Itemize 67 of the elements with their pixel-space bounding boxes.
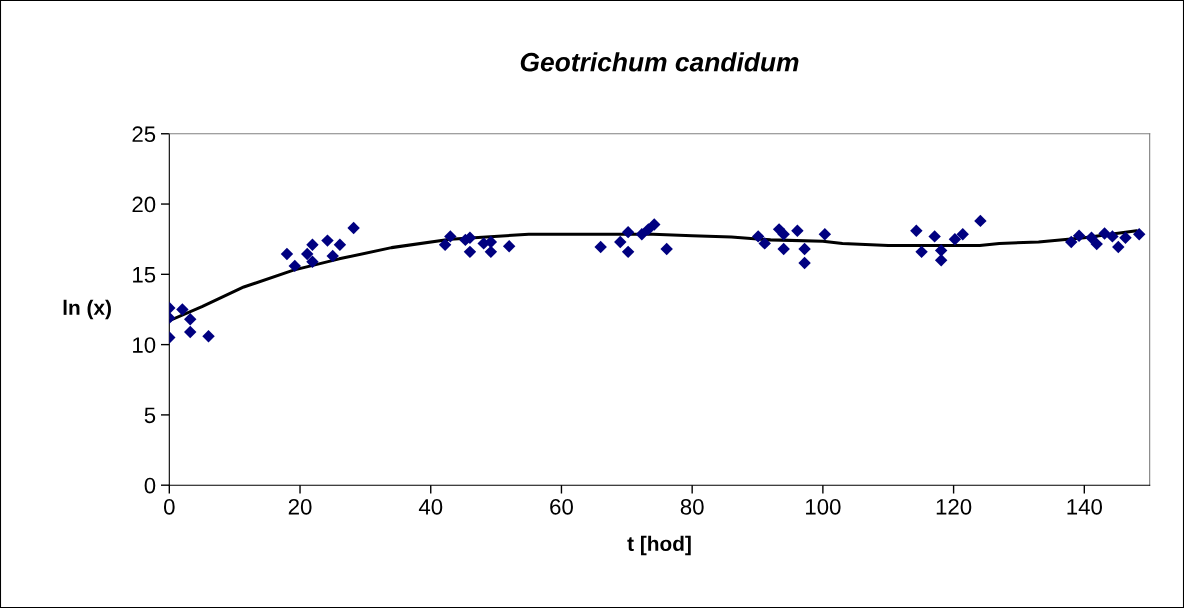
point [594, 240, 607, 254]
x-axis-title: t [hod] [627, 535, 691, 556]
point [798, 256, 811, 270]
point [791, 224, 804, 237]
point [288, 259, 302, 273]
point [614, 235, 627, 249]
point [326, 249, 339, 263]
point [974, 214, 987, 228]
point [176, 303, 189, 316]
point [915, 245, 928, 259]
point [321, 234, 334, 247]
x-tick-label: 120 [936, 498, 972, 515]
point [660, 242, 673, 256]
point [502, 240, 516, 253]
point [635, 228, 649, 241]
point [280, 247, 294, 261]
point [798, 242, 811, 256]
x-tick-label: 60 [550, 498, 573, 515]
point [1098, 227, 1111, 240]
point [444, 230, 457, 243]
point [956, 228, 969, 241]
y-tick-label: 15 [133, 267, 156, 283]
x-tick-label: 40 [418, 498, 443, 515]
point [621, 225, 635, 239]
point [934, 254, 948, 267]
point [648, 218, 661, 231]
y-tick-label: 0 [144, 477, 156, 494]
point [333, 238, 347, 252]
y-tick-label: 20 [132, 196, 156, 213]
y-axis-title: ln (x) [63, 299, 111, 320]
point [184, 325, 197, 339]
point [306, 255, 319, 268]
point [758, 237, 771, 250]
point [910, 224, 923, 237]
point [202, 329, 215, 343]
point [463, 245, 477, 259]
point [306, 238, 319, 252]
point [934, 244, 948, 257]
point [484, 235, 498, 249]
point [1119, 231, 1132, 244]
point [484, 245, 498, 259]
chart-title: Geotrichum candidum [520, 52, 799, 72]
point [1106, 230, 1119, 243]
point [438, 238, 452, 252]
x-tick-label: 80 [680, 498, 704, 515]
x-tick-label: 20 [288, 498, 312, 515]
y-tick-label: 25 [132, 126, 156, 143]
point [948, 232, 962, 246]
point [1090, 237, 1103, 251]
point [1072, 229, 1086, 242]
point [621, 245, 635, 259]
point [1112, 240, 1125, 254]
point [751, 230, 765, 243]
x-tick-label: 0 [164, 498, 175, 515]
point [301, 247, 314, 261]
point [777, 242, 790, 256]
point [928, 230, 941, 243]
point [347, 221, 360, 235]
y-tick-label: 10 [133, 337, 156, 353]
x-tick-label: 140 [1067, 498, 1102, 515]
point [777, 228, 790, 241]
y-tick-label: 5 [144, 407, 156, 424]
x-tick-label: 100 [806, 498, 841, 515]
point [1133, 228, 1146, 241]
point [184, 313, 197, 326]
point [1065, 235, 1078, 249]
point [818, 228, 832, 241]
